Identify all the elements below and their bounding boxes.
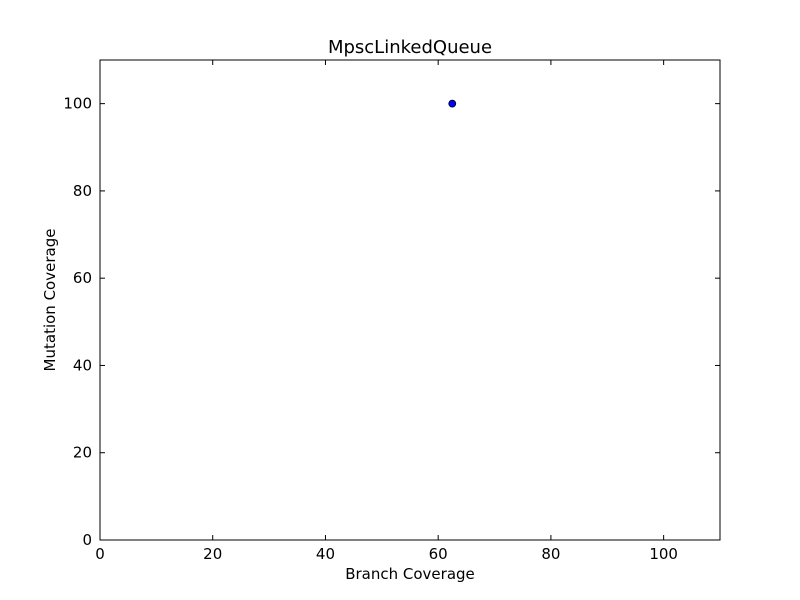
- x-axis: 0 20 40 60 80 100: [95, 60, 678, 563]
- x-tick-label: 80: [541, 545, 560, 563]
- y-axis: 0 20 40 60 80 100: [63, 95, 720, 549]
- x-tick-label: 0: [95, 545, 105, 563]
- y-tick-label: 20: [73, 444, 92, 462]
- y-tick-label: 80: [73, 182, 92, 200]
- y-tick-label: 40: [73, 356, 92, 374]
- y-tick-label: 100: [63, 95, 92, 113]
- x-tick-label: 40: [316, 545, 335, 563]
- x-tick-label: 100: [649, 545, 678, 563]
- x-tick-label: 60: [429, 545, 448, 563]
- y-tick-label: 60: [73, 269, 92, 287]
- x-tick-label: 20: [203, 545, 222, 563]
- plot-area: [99, 59, 721, 541]
- x-axis-label: Branch Coverage: [345, 565, 475, 583]
- y-axis-label: Mutation Coverage: [41, 229, 59, 372]
- y-tick-label: 0: [82, 531, 92, 549]
- data-point: [448, 99, 457, 108]
- chart-title: MpscLinkedQueue: [328, 37, 492, 58]
- data-points: [448, 99, 457, 108]
